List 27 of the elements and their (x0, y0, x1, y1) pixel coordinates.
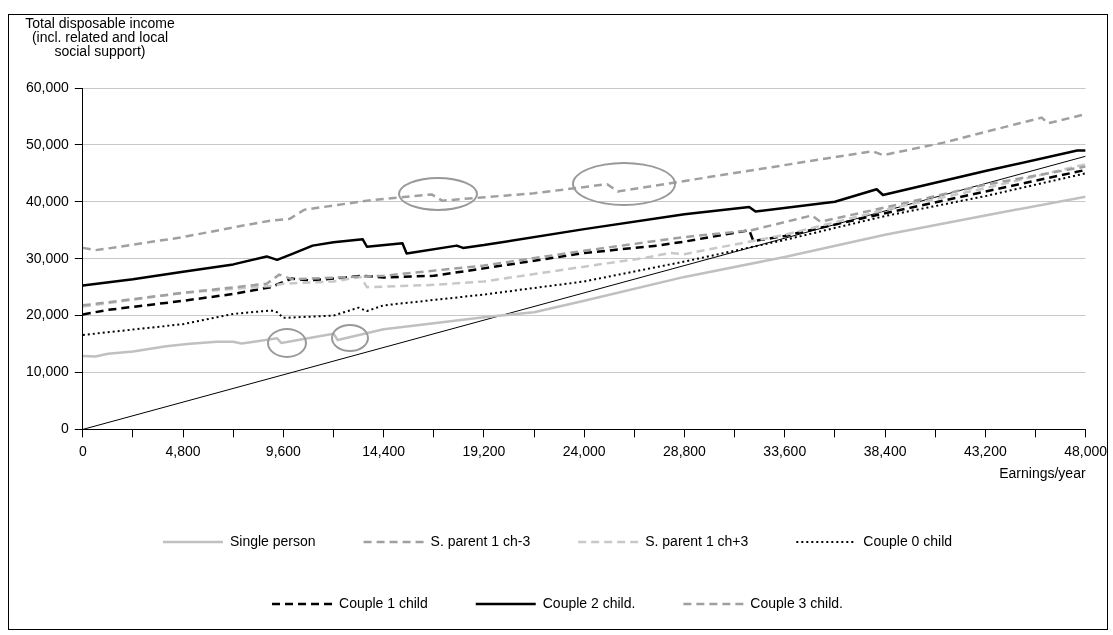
x-tick-label: 33,600 (763, 442, 807, 459)
legend-label: Couple 2 child. (542, 594, 636, 611)
y-tick-label: 20,000 (25, 306, 70, 323)
x-tick-label: 28,800 (663, 442, 707, 459)
x-tick-label: 24,000 (562, 442, 606, 459)
legend-label: Couple 0 child (863, 532, 953, 549)
legend-label: Couple 3 child. (750, 594, 843, 611)
y-tick-label: 0 (61, 420, 70, 437)
x-tick-label: 38,400 (863, 442, 907, 459)
x-tick-label: 43,200 (963, 442, 1007, 459)
legend-label: Single person (229, 532, 316, 549)
legend-label: Couple 1 child (339, 594, 428, 611)
x-tick-label: 4,800 (165, 442, 201, 459)
y-tick-label: 50,000 (25, 135, 70, 152)
x-axis-title: Earnings/year (999, 465, 1086, 482)
x-tick-label: 9,600 (265, 442, 302, 459)
y-tick-label: 30,000 (25, 249, 70, 266)
y-tick-label: 10,000 (25, 363, 70, 380)
legend-label: S. parent 1 ch-3 (430, 532, 531, 549)
y-tick-label: 60,000 (25, 78, 70, 95)
legend-label: S. parent 1 ch+3 (645, 532, 749, 549)
x-tick-label: 14,400 (362, 442, 406, 459)
y-tick-label: 40,000 (25, 192, 70, 209)
x-tick-label: 48,000 (1064, 442, 1108, 459)
y-axis-title: Total disposable income (incl. related and local social support) (24, 15, 176, 59)
x-tick-label: 0 (78, 442, 87, 459)
x-tick-label: 19,200 (462, 442, 506, 459)
